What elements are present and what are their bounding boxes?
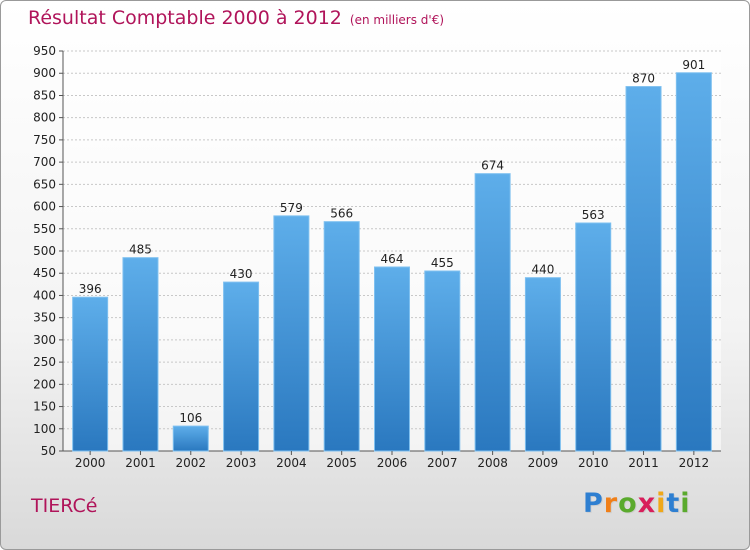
chart-subtitle: (en milliers d'€)	[349, 13, 445, 27]
y-tick-label: 800	[33, 111, 56, 125]
logo-letter: i	[656, 488, 667, 519]
x-tick-label: 2000	[75, 456, 106, 470]
bar-value-label: 396	[79, 282, 102, 296]
y-tick-label: 900	[33, 66, 56, 80]
bar	[575, 222, 612, 452]
logo-letter: r	[603, 488, 619, 519]
bar-value-label: 430	[230, 267, 253, 281]
y-tick-label: 400	[33, 288, 56, 302]
bar-value-label: 106	[179, 411, 202, 425]
y-tick-label: 250	[33, 355, 56, 369]
x-tick-label: 2007	[427, 456, 458, 470]
bar-value-label: 674	[481, 159, 504, 173]
bar-value-label: 901	[682, 58, 705, 72]
x-tick-label: 2004	[276, 456, 307, 470]
bar-value-label: 485	[129, 243, 152, 257]
bar-value-label: 440	[531, 263, 554, 277]
x-tick-label: 2008	[477, 456, 508, 470]
y-tick-label: 150	[33, 400, 56, 414]
y-tick-label: 750	[33, 133, 56, 147]
y-tick-label: 550	[33, 222, 56, 236]
bar	[122, 257, 159, 452]
x-tick-label: 2006	[377, 456, 408, 470]
bar	[675, 72, 712, 452]
commune-name: TIERCé	[31, 495, 98, 517]
bar-value-label: 464	[381, 252, 404, 266]
y-tick-label: 350	[33, 311, 56, 325]
logo-letter: i	[680, 488, 691, 519]
bar	[474, 173, 511, 452]
y-tick-label: 100	[33, 422, 56, 436]
bar	[323, 221, 360, 452]
y-tick-label: 500	[33, 244, 56, 258]
y-tick-label: 450	[33, 266, 56, 280]
y-tick-label: 300	[33, 333, 56, 347]
bar	[524, 277, 561, 452]
bar-value-label: 563	[582, 208, 605, 222]
bar-value-label: 579	[280, 201, 303, 215]
bar	[424, 270, 461, 452]
bar	[172, 425, 209, 452]
x-tick-label: 2003	[226, 456, 257, 470]
bar	[374, 266, 410, 452]
bar-value-label: 870	[632, 72, 655, 86]
bar-value-label: 455	[431, 256, 454, 270]
proxiti-logo: Proxiti	[583, 488, 691, 519]
y-tick-label: 200	[33, 377, 56, 391]
x-tick-label: 2011	[628, 456, 659, 470]
x-tick-label: 2005	[326, 456, 357, 470]
logo-letter: P	[583, 488, 604, 519]
logo-letter: o	[618, 488, 638, 519]
y-tick-label: 600	[33, 200, 56, 214]
x-tick-label: 2002	[175, 456, 206, 470]
bar-value-label: 566	[330, 207, 353, 221]
y-tick-label: 950	[33, 44, 56, 58]
x-tick-label: 2010	[578, 456, 609, 470]
chart-title-text: Résultat Comptable 2000 à 2012	[28, 7, 342, 29]
bar	[72, 296, 109, 452]
logo-letter: x	[637, 488, 657, 519]
y-tick-label: 650	[33, 177, 56, 191]
x-tick-label: 2009	[528, 456, 559, 470]
bar	[273, 215, 310, 452]
bar	[625, 86, 662, 452]
x-tick-label: 2012	[679, 456, 710, 470]
y-tick-label: 850	[33, 88, 56, 102]
logo-letter: t	[666, 488, 681, 519]
chart-title: Résultat Comptable 2000 à 2012 (en millie…	[28, 7, 444, 29]
x-tick-label: 2001	[125, 456, 156, 470]
y-tick-label: 50	[41, 444, 56, 458]
bar	[223, 281, 260, 452]
y-tick-label: 700	[33, 155, 56, 169]
